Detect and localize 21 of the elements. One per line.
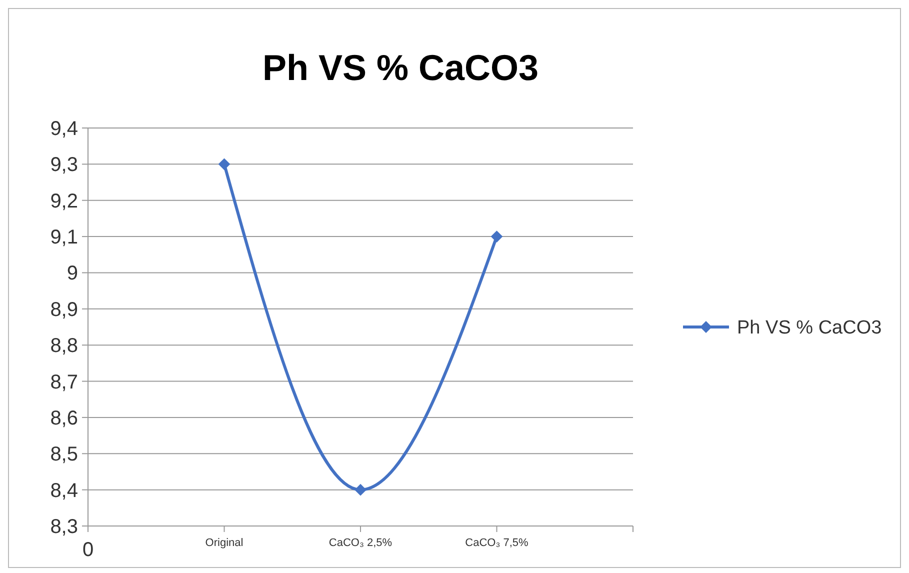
y-tick-label: 9,1 (50, 226, 78, 249)
y-tick-label: 9,4 (50, 118, 78, 140)
y-tick-label: 9 (66, 262, 78, 285)
x-tick-label: CaCO₃ 7,5% (465, 537, 529, 549)
x-tick-label: 0 (82, 539, 94, 561)
point (490, 230, 503, 242)
y-tick-label: 8,3 (50, 516, 78, 538)
point (354, 484, 366, 496)
x-tick-label: CaCO₃ 2,5% (328, 537, 392, 549)
y-tick-label: 8,4 (50, 480, 78, 502)
chart-title: Ph VS % CaCO3 (262, 47, 539, 88)
y-tick-label: 8,8 (50, 335, 78, 358)
y-tick-label: 8,9 (50, 298, 78, 321)
y-tick-label: 8,7 (50, 371, 78, 394)
y-tick-label: 8,5 (50, 444, 78, 466)
x-tick-label: Original (205, 537, 244, 549)
y-tick-label: 8,6 (50, 407, 78, 430)
y-tick-label: 9,3 (50, 154, 78, 176)
legend-label: Ph VS % CaCO3 (737, 318, 882, 339)
y-tick-label: 9,2 (50, 190, 78, 212)
point (218, 158, 230, 170)
